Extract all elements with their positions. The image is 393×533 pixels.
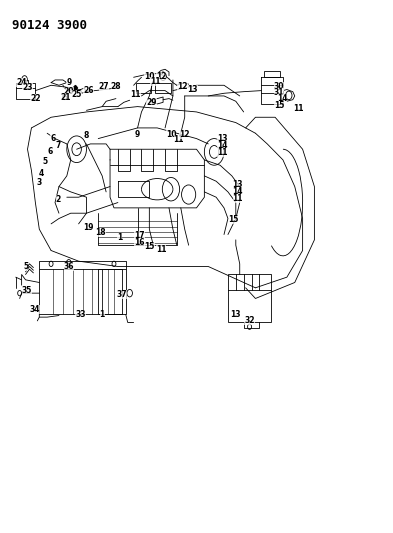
Text: 12: 12 [179, 130, 189, 139]
Text: 36: 36 [64, 262, 74, 271]
Text: 12: 12 [156, 72, 166, 80]
Text: 15: 15 [229, 215, 239, 224]
Text: 1: 1 [117, 233, 123, 241]
Bar [136, 83, 151, 93]
Text: 26: 26 [83, 86, 94, 95]
Text: 35: 35 [22, 286, 32, 295]
Text: 25: 25 [72, 91, 82, 99]
Text: 1: 1 [99, 310, 105, 319]
Text: 11: 11 [294, 104, 304, 112]
Text: 9: 9 [135, 130, 140, 139]
Text: 13: 13 [233, 180, 243, 189]
Bar [155, 83, 171, 93]
Text: 6: 6 [50, 134, 56, 143]
Text: 10: 10 [166, 130, 176, 139]
Text: 11: 11 [217, 148, 227, 157]
Bar [98, 269, 122, 314]
Text: 22: 22 [30, 94, 40, 103]
Text: 10: 10 [144, 72, 154, 80]
Text: 12: 12 [178, 82, 188, 91]
Text: 13: 13 [231, 310, 241, 319]
Text: 15: 15 [144, 243, 154, 251]
Text: 90124 3900: 90124 3900 [12, 19, 87, 31]
Text: 11: 11 [150, 77, 160, 85]
Text: 16: 16 [134, 238, 145, 247]
Text: 23: 23 [22, 84, 33, 92]
Text: 27: 27 [99, 82, 110, 91]
Text: 29: 29 [146, 98, 156, 107]
Text: 13: 13 [187, 85, 198, 94]
Circle shape [74, 86, 77, 90]
Text: 13: 13 [217, 134, 227, 143]
Text: 30: 30 [274, 83, 284, 91]
Text: 11: 11 [174, 135, 184, 144]
Text: 11: 11 [156, 245, 166, 254]
Text: 7: 7 [55, 141, 61, 150]
Text: 14: 14 [233, 187, 243, 196]
Text: 20: 20 [64, 87, 74, 96]
Text: 18: 18 [95, 229, 106, 237]
Text: 33: 33 [75, 310, 86, 319]
Text: 21: 21 [61, 93, 71, 101]
Text: 2: 2 [55, 196, 61, 204]
Text: 8: 8 [84, 132, 89, 140]
Bar [39, 269, 126, 314]
Text: 37: 37 [116, 290, 127, 298]
Text: 11: 11 [233, 195, 243, 203]
Text: 19: 19 [83, 223, 94, 232]
Text: 11: 11 [130, 91, 141, 99]
Text: 4: 4 [39, 169, 44, 178]
Bar [264, 71, 280, 77]
Text: 3: 3 [37, 179, 42, 187]
Bar [228, 274, 271, 322]
Text: 6: 6 [48, 148, 53, 156]
Text: 5: 5 [23, 262, 28, 271]
Text: 15: 15 [274, 101, 284, 109]
Text: 17: 17 [134, 231, 145, 240]
Text: 9: 9 [66, 78, 72, 87]
Text: 28: 28 [110, 82, 121, 91]
Text: 5: 5 [42, 157, 48, 166]
Text: 34: 34 [29, 305, 40, 313]
Text: 14: 14 [277, 94, 287, 103]
Text: 31: 31 [274, 88, 284, 97]
Text: 24: 24 [17, 78, 27, 87]
Text: 32: 32 [244, 317, 255, 325]
Text: 14: 14 [217, 141, 227, 150]
